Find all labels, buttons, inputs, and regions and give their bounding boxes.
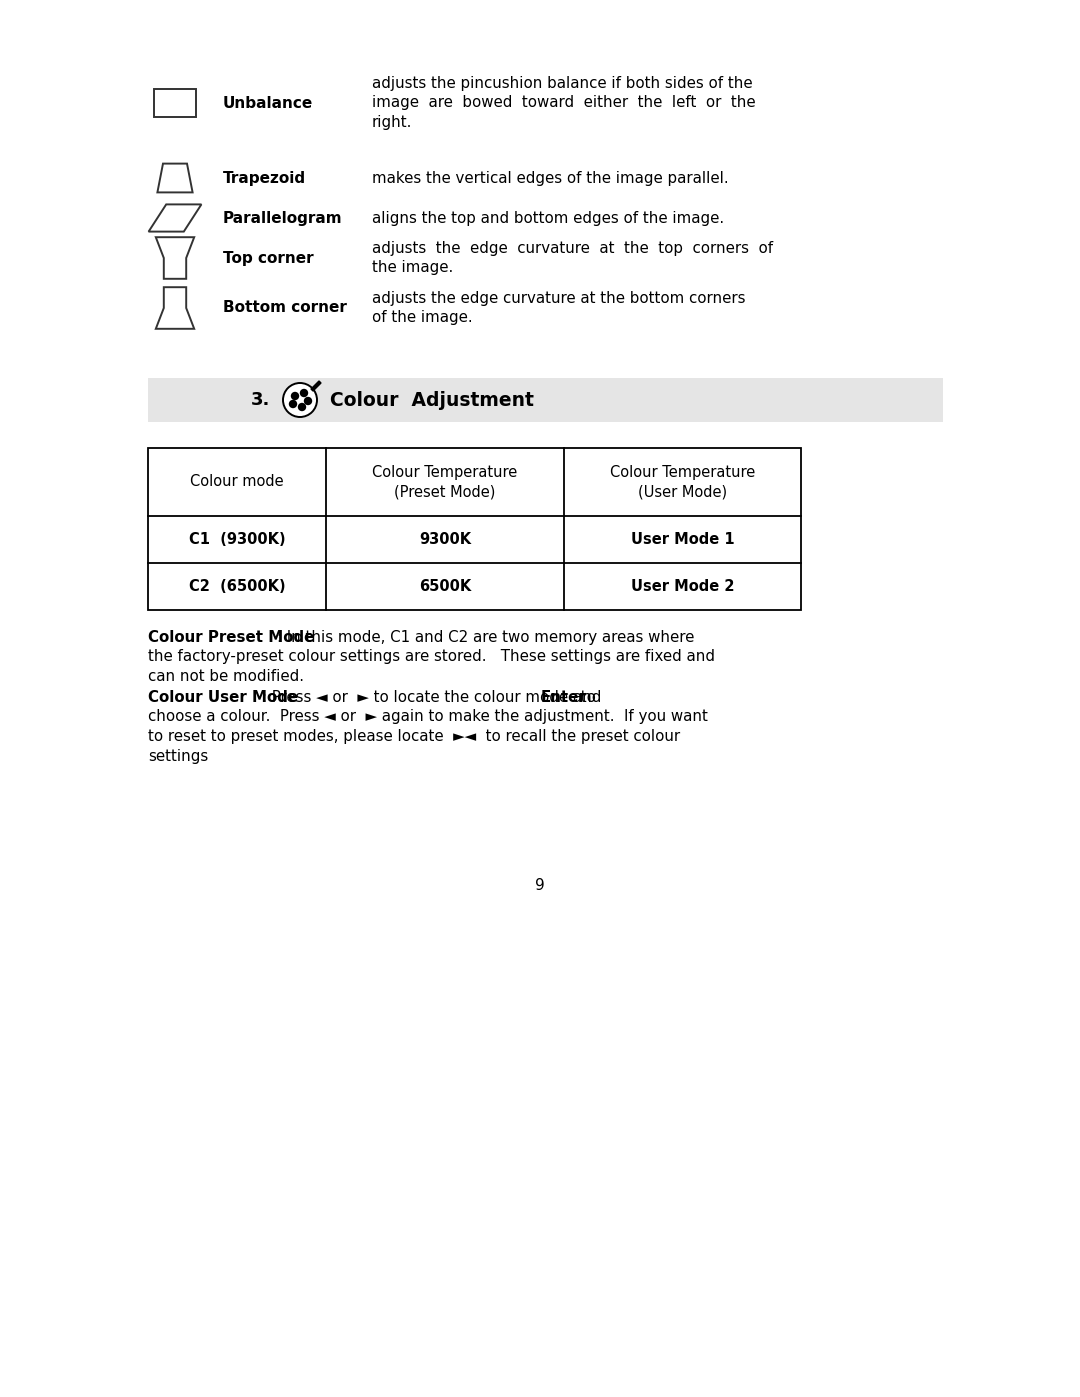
Text: to reset to preset modes, please locate  ►◄  to recall the preset colour: to reset to preset modes, please locate … [148, 729, 680, 745]
Text: the factory-preset colour settings are stored.   These settings are fixed and: the factory-preset colour settings are s… [148, 650, 715, 665]
Circle shape [305, 398, 311, 405]
Text: Top corner: Top corner [222, 250, 313, 265]
Text: Parallelogram: Parallelogram [222, 211, 342, 225]
Circle shape [298, 404, 306, 411]
Text: 9300K: 9300K [419, 532, 471, 548]
Text: 6500K: 6500K [419, 578, 471, 594]
FancyBboxPatch shape [148, 379, 943, 422]
Text: 3.: 3. [251, 391, 270, 409]
Text: User Mode 1: User Mode 1 [631, 532, 734, 548]
Text: Bottom corner: Bottom corner [222, 300, 347, 316]
Text: Colour User Mode: Colour User Mode [148, 690, 298, 705]
Text: (User Mode): (User Mode) [638, 485, 727, 500]
Text: User Mode 2: User Mode 2 [631, 578, 734, 594]
Text: 9: 9 [535, 877, 545, 893]
Text: Colour Temperature: Colour Temperature [373, 464, 517, 479]
Text: : In this mode, C1 and C2 are two memory areas where: : In this mode, C1 and C2 are two memory… [276, 630, 694, 645]
Text: Unbalance: Unbalance [222, 95, 313, 110]
Text: (Preset Mode): (Preset Mode) [394, 485, 496, 500]
Polygon shape [311, 381, 321, 391]
FancyBboxPatch shape [148, 448, 801, 610]
Text: Enter: Enter [541, 690, 586, 705]
Text: choose a colour.  Press ◄ or  ► again to make the adjustment.  If you want: choose a colour. Press ◄ or ► again to m… [148, 710, 707, 725]
Text: Colour Preset Mode: Colour Preset Mode [148, 630, 314, 645]
Text: aligns the top and bottom edges of the image.: aligns the top and bottom edges of the i… [372, 211, 724, 225]
Text: Colour Temperature: Colour Temperature [610, 464, 755, 479]
Text: to: to [577, 690, 596, 705]
Text: adjusts the pincushion balance if both sides of the: adjusts the pincushion balance if both s… [372, 75, 753, 91]
Text: Colour mode: Colour mode [190, 475, 284, 489]
Text: C2  (6500K): C2 (6500K) [189, 578, 285, 594]
Text: settings: settings [148, 749, 208, 764]
Text: the image.: the image. [372, 260, 454, 275]
Text: right.: right. [372, 115, 413, 130]
Text: Trapezoid: Trapezoid [222, 170, 306, 186]
Text: makes the vertical edges of the image parallel.: makes the vertical edges of the image pa… [372, 170, 729, 186]
Circle shape [289, 401, 297, 408]
Text: Colour  Adjustment: Colour Adjustment [330, 391, 534, 409]
Text: adjusts  the  edge  curvature  at  the  top  corners  of: adjusts the edge curvature at the top co… [372, 240, 773, 256]
Text: can not be modified.: can not be modified. [148, 669, 303, 685]
Text: C1  (9300K): C1 (9300K) [189, 532, 285, 548]
Text: image  are  bowed  toward  either  the  left  or  the: image are bowed toward either the left o… [372, 95, 756, 110]
Circle shape [283, 383, 318, 416]
Text: adjusts the edge curvature at the bottom corners: adjusts the edge curvature at the bottom… [372, 291, 745, 306]
Text: : Press ◄ or  ► to locate the colour mode and: : Press ◄ or ► to locate the colour mode… [262, 690, 607, 705]
Text: of the image.: of the image. [372, 310, 473, 326]
Circle shape [300, 390, 308, 397]
Circle shape [292, 393, 298, 400]
